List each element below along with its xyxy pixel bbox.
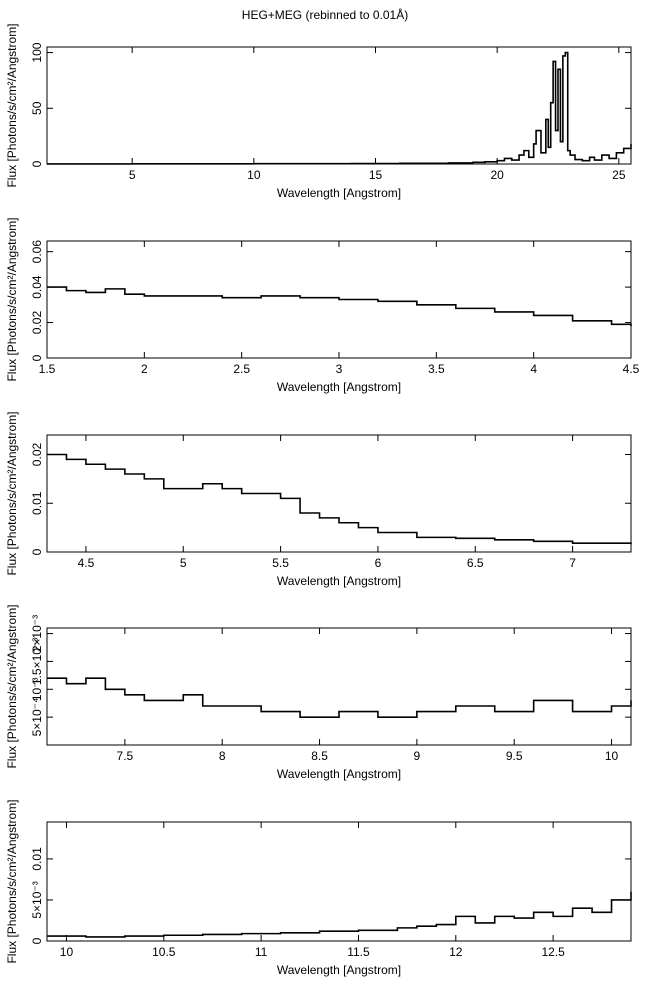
x-axis-label: Wavelength [Angstrom]: [277, 380, 401, 394]
x-tick-label: 10: [247, 168, 261, 182]
x-tick-label: 11.5: [347, 945, 370, 959]
plot-frame-4: [46, 627, 632, 746]
y-tick-label: 0.04: [30, 275, 44, 299]
x-tick-label: 20: [490, 168, 504, 182]
x-tick-label: 4.5: [623, 362, 640, 376]
x-axis-label: Wavelength [Angstrom]: [277, 186, 401, 200]
y-axis-label: Flux [Photons/s/cm²/Angstrom]: [5, 604, 19, 768]
y-tick-label: 0: [30, 937, 44, 944]
x-tick-label: 1.5: [39, 362, 56, 376]
figure-title: HEG+MEG (rebinned to 0.01Å): [241, 8, 409, 22]
x-tick-label: 7.5: [117, 749, 134, 763]
y-tick-label: 0: [30, 160, 44, 167]
x-tick-label: 5: [129, 168, 136, 182]
y-axis-label: Flux [Photons/s/cm²/Angstrom]: [5, 799, 19, 963]
x-tick-label: 9: [414, 749, 421, 763]
y-tick-label: 0.01: [30, 847, 44, 871]
x-tick-label: 4.5: [78, 556, 95, 570]
spectrum-series-3: [47, 453, 632, 545]
y-axis-label: Flux [Photons/s/cm²/Angstrom]: [5, 217, 19, 381]
x-axis-label: Wavelength [Angstrom]: [277, 574, 401, 588]
x-tick-label: 3: [336, 362, 343, 376]
x-tick-label: 5: [180, 556, 187, 570]
x-tick-label: 7: [569, 556, 576, 570]
x-tick-label: 9.5: [506, 749, 523, 763]
spectrum-series-4: [47, 677, 632, 718]
x-tick-label: 12.5: [541, 945, 565, 959]
y-tick-label: 100: [30, 42, 44, 62]
x-tick-label: 2.5: [233, 362, 250, 376]
x-tick-label: 5.5: [272, 556, 289, 570]
x-tick-label: 10: [605, 749, 619, 763]
y-tick-label: 1.5×10⁻³: [30, 638, 44, 685]
spectrum-series-2: [47, 286, 632, 327]
x-tick-label: 2: [141, 362, 148, 376]
y-tick-label: 0.02: [30, 311, 44, 335]
spectrum-series-5: [47, 891, 632, 938]
y-tick-label: 10⁻³: [30, 677, 44, 701]
y-tick-label: 0.02: [30, 442, 44, 466]
y-tick-label: 50: [30, 101, 44, 115]
plot-frame-5: [46, 821, 632, 942]
x-tick-label: 6: [375, 556, 382, 570]
y-tick-label: 0: [30, 354, 44, 361]
plot-frame-3: [46, 434, 632, 553]
x-tick-label: 8.5: [311, 749, 328, 763]
y-tick-label: 0: [30, 548, 44, 555]
x-axis-label: Wavelength [Angstrom]: [277, 767, 401, 781]
x-tick-label: 10.5: [152, 945, 176, 959]
y-tick-label: 5×10⁻⁴: [30, 698, 44, 737]
y-tick-label: 0.06: [30, 240, 44, 264]
x-axis-label: Wavelength [Angstrom]: [277, 963, 401, 977]
x-tick-label: 12: [449, 945, 463, 959]
plot-frame-1: [46, 46, 632, 165]
x-tick-label: 6.5: [467, 556, 484, 570]
spectrum-series-1: [47, 51, 632, 165]
x-tick-label: 4: [530, 362, 537, 376]
y-tick-label: 2×10⁻³: [30, 615, 44, 652]
x-tick-label: 15: [369, 168, 383, 182]
x-tick-label: 11: [255, 945, 268, 959]
y-tick-label: 5×10⁻³: [30, 881, 44, 918]
y-axis-label: Flux [Photons/s/cm²/Angstrom]: [5, 23, 19, 187]
x-tick-label: 8: [219, 749, 226, 763]
x-tick-label: 25: [612, 168, 626, 182]
x-tick-label: 10: [60, 945, 74, 959]
y-tick-label: 0.01: [30, 491, 44, 515]
x-tick-label: 3.5: [428, 362, 445, 376]
y-axis-label: Flux [Photons/s/cm²/Angstrom]: [5, 411, 19, 575]
